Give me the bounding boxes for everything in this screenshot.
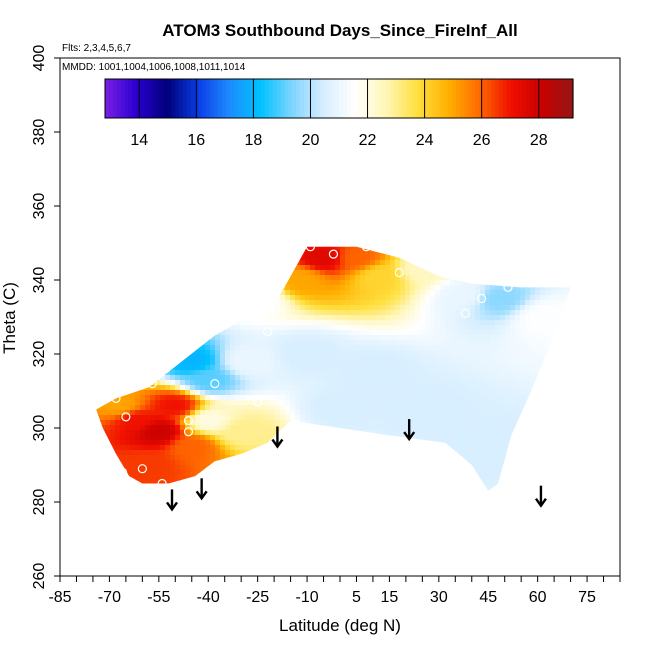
sample-point — [147, 379, 157, 389]
y-axis: 260 280 300 320 340 360 380 400 — [31, 45, 60, 590]
down-arrow-icon — [195, 478, 208, 501]
colorbar-tick-label: 26 — [473, 132, 491, 149]
sample-point — [183, 416, 194, 426]
colorbar-tick-label: 16 — [187, 132, 205, 149]
down-arrow-icon — [534, 485, 547, 508]
x-tick-label: 15 — [381, 589, 399, 606]
sample-point — [305, 242, 315, 252]
dates-note: MMDD: 1001,1004,1006,1008,1011,1014 — [62, 62, 246, 73]
y-tick-label: 320 — [31, 341, 48, 368]
arrow-markers — [166, 419, 547, 512]
data-field — [96, 246, 571, 491]
y-tick-label: 380 — [31, 119, 48, 146]
x-tick-label: -25 — [246, 589, 269, 606]
y-tick-label: 340 — [31, 267, 48, 294]
sample-point — [503, 282, 513, 292]
chart-title: ATOM3 Southbound Days_Since_FireInf_All — [162, 21, 517, 40]
colorbar-tick-label: 28 — [530, 132, 548, 149]
sample-point — [460, 308, 470, 318]
y-axis-label: Theta (C) — [0, 282, 19, 354]
x-axis: -85 -70 -55 -40 -25 -10 5 15 30 45 60 75 — [48, 576, 621, 606]
x-tick-label: -40 — [197, 589, 220, 606]
colorbar: 14 16 18 20 22 24 26 28 — [104, 78, 574, 149]
x-axis-label: Latitude (deg N) — [279, 616, 401, 635]
sample-point — [328, 249, 339, 259]
sample-point — [210, 379, 220, 389]
y-tick-label: 300 — [31, 415, 48, 442]
x-tick-label: -10 — [295, 589, 318, 606]
x-tick-label: -85 — [48, 589, 71, 606]
x-tick-label: -70 — [98, 589, 121, 606]
down-arrow-icon — [166, 489, 178, 512]
colorbar-tick-label: 18 — [244, 132, 262, 149]
sample-point — [121, 412, 131, 422]
y-tick-label: 280 — [31, 489, 48, 516]
x-tick-label: 60 — [529, 589, 547, 606]
colorbar-tick-label: 20 — [302, 132, 320, 149]
x-tick-label: -55 — [147, 589, 170, 606]
down-arrow-icon — [271, 426, 284, 449]
sample-point — [117, 467, 128, 477]
sample-point — [253, 397, 263, 407]
y-tick-label: 360 — [31, 193, 48, 220]
colorbar-tick-label: 24 — [416, 132, 434, 149]
sample-point — [137, 464, 147, 474]
sample-point — [477, 293, 487, 304]
sample-points — [111, 242, 513, 489]
flights-note: Flts: 2,3,4,5,6,7 — [62, 43, 131, 54]
sample-point — [262, 327, 273, 337]
x-tick-label: 5 — [352, 589, 361, 606]
colorbar-tick-label: 14 — [130, 132, 148, 149]
sample-point — [183, 427, 194, 437]
x-tick-label: 45 — [479, 589, 497, 606]
x-tick-label: 30 — [430, 589, 448, 606]
sample-point — [424, 253, 434, 263]
sample-point — [157, 478, 167, 489]
sample-point — [361, 242, 371, 252]
colorbar-tick-label: 22 — [359, 132, 377, 149]
y-tick-label: 400 — [31, 45, 48, 72]
sample-point — [394, 268, 404, 278]
sample-point — [111, 393, 121, 403]
x-tick-label: 75 — [578, 589, 596, 606]
down-arrow-icon — [403, 419, 416, 442]
sample-point — [190, 330, 200, 341]
y-tick-label: 260 — [31, 563, 48, 590]
